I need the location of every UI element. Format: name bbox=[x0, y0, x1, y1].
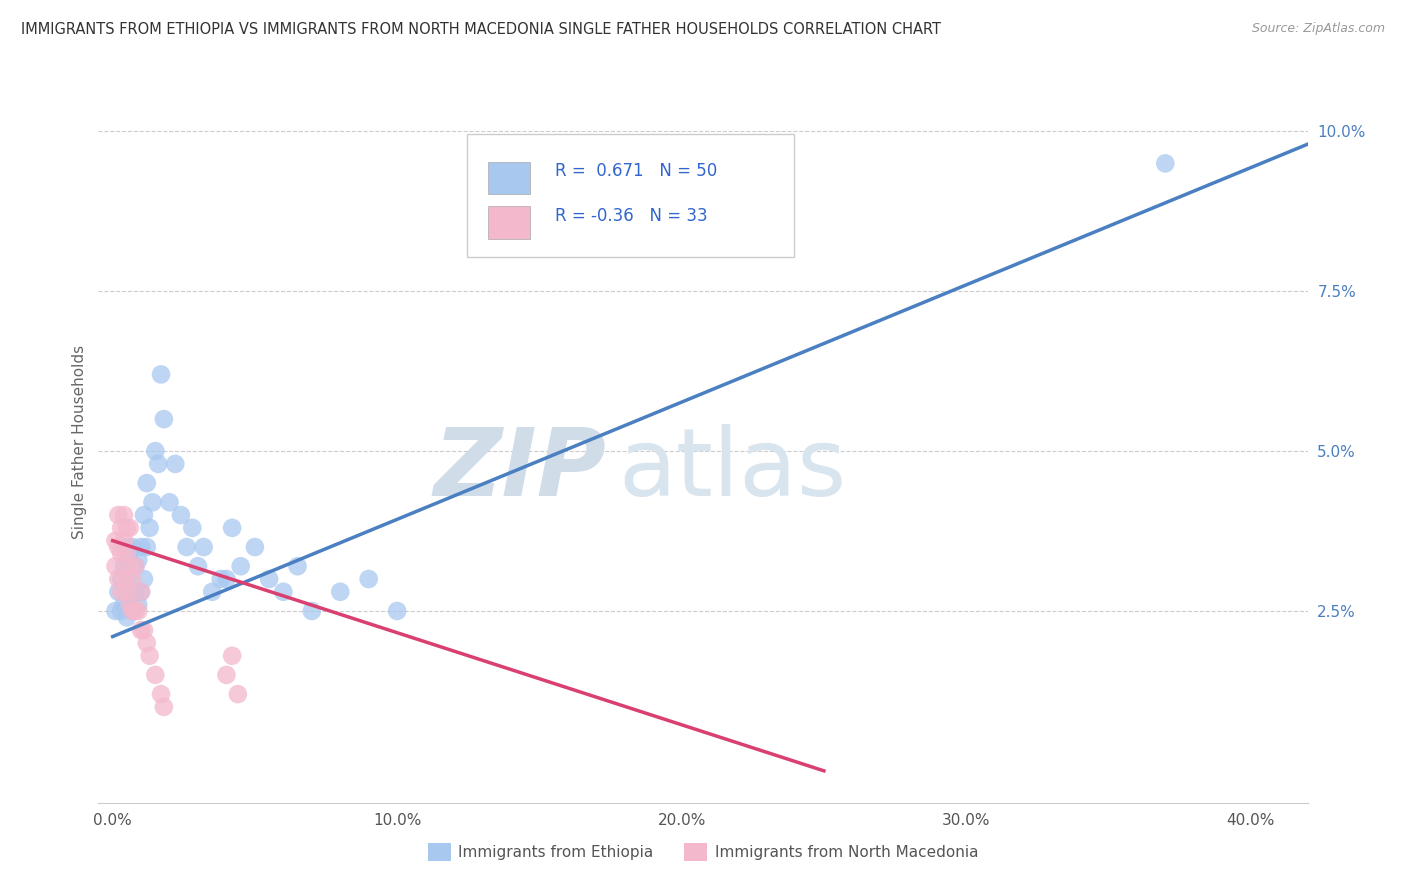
Point bbox=[138, 648, 160, 663]
Point bbox=[118, 559, 141, 574]
Point bbox=[112, 559, 135, 574]
Point bbox=[170, 508, 193, 522]
Text: R = -0.36   N = 33: R = -0.36 N = 33 bbox=[555, 207, 709, 225]
Point bbox=[132, 623, 155, 637]
Point bbox=[112, 533, 135, 548]
Point bbox=[115, 610, 138, 624]
Point bbox=[129, 623, 152, 637]
Point bbox=[115, 521, 138, 535]
Point bbox=[129, 584, 152, 599]
Point bbox=[107, 584, 129, 599]
Point bbox=[115, 572, 138, 586]
Point bbox=[121, 604, 143, 618]
Point bbox=[118, 521, 141, 535]
FancyBboxPatch shape bbox=[467, 135, 793, 257]
Point bbox=[143, 668, 166, 682]
Point bbox=[357, 572, 380, 586]
Point bbox=[132, 572, 155, 586]
Point bbox=[121, 604, 143, 618]
Point bbox=[221, 521, 243, 535]
Point bbox=[112, 598, 135, 612]
Point bbox=[115, 540, 138, 554]
Point bbox=[257, 572, 280, 586]
Point bbox=[124, 559, 146, 574]
Text: R =  0.671   N = 50: R = 0.671 N = 50 bbox=[555, 161, 717, 179]
Bar bbox=[488, 206, 530, 239]
Point bbox=[124, 559, 146, 574]
Legend: Immigrants from Ethiopia, Immigrants from North Macedonia: Immigrants from Ethiopia, Immigrants fro… bbox=[422, 837, 984, 867]
Point bbox=[127, 553, 149, 567]
Point bbox=[104, 533, 127, 548]
Point bbox=[135, 540, 157, 554]
Text: ZIP: ZIP bbox=[433, 425, 606, 516]
Text: IMMIGRANTS FROM ETHIOPIA VS IMMIGRANTS FROM NORTH MACEDONIA SINGLE FATHER HOUSEH: IMMIGRANTS FROM ETHIOPIA VS IMMIGRANTS F… bbox=[21, 22, 941, 37]
Point bbox=[110, 572, 132, 586]
Point bbox=[129, 584, 152, 599]
Point bbox=[124, 604, 146, 618]
Point bbox=[187, 559, 209, 574]
Point bbox=[110, 584, 132, 599]
Point bbox=[110, 604, 132, 618]
Text: atlas: atlas bbox=[619, 425, 846, 516]
Point bbox=[287, 559, 309, 574]
Y-axis label: Single Father Households: Single Father Households bbox=[72, 344, 87, 539]
Point bbox=[104, 604, 127, 618]
Point bbox=[138, 521, 160, 535]
Point bbox=[229, 559, 252, 574]
Point bbox=[110, 546, 132, 560]
Bar bbox=[488, 161, 530, 194]
Point bbox=[1154, 156, 1177, 170]
Point bbox=[104, 559, 127, 574]
Point bbox=[209, 572, 232, 586]
Point bbox=[107, 572, 129, 586]
Point bbox=[226, 687, 249, 701]
Point bbox=[215, 668, 238, 682]
Point bbox=[135, 476, 157, 491]
Point bbox=[121, 540, 143, 554]
Point bbox=[193, 540, 215, 554]
Point bbox=[273, 584, 295, 599]
Point bbox=[112, 572, 135, 586]
Point bbox=[121, 572, 143, 586]
Point bbox=[124, 584, 146, 599]
Point bbox=[201, 584, 224, 599]
Point bbox=[127, 604, 149, 618]
Point bbox=[118, 553, 141, 567]
Point bbox=[215, 572, 238, 586]
Point bbox=[150, 368, 173, 382]
Point bbox=[221, 648, 243, 663]
Point bbox=[118, 591, 141, 606]
Point bbox=[127, 598, 149, 612]
Point bbox=[129, 540, 152, 554]
Point bbox=[146, 457, 169, 471]
Point bbox=[385, 604, 408, 618]
Point bbox=[176, 540, 198, 554]
Point bbox=[329, 584, 352, 599]
Point bbox=[150, 687, 173, 701]
Point bbox=[159, 495, 181, 509]
Point bbox=[153, 699, 176, 714]
Point bbox=[165, 457, 187, 471]
Point bbox=[132, 508, 155, 522]
Point bbox=[118, 598, 141, 612]
Point bbox=[181, 521, 204, 535]
Point bbox=[153, 412, 176, 426]
Text: Source: ZipAtlas.com: Source: ZipAtlas.com bbox=[1251, 22, 1385, 36]
Point bbox=[115, 584, 138, 599]
Point bbox=[143, 444, 166, 458]
Point bbox=[135, 636, 157, 650]
Point bbox=[243, 540, 266, 554]
Point bbox=[107, 540, 129, 554]
Point bbox=[301, 604, 323, 618]
Point bbox=[115, 546, 138, 560]
Point bbox=[107, 508, 129, 522]
Point bbox=[141, 495, 163, 509]
Point bbox=[110, 521, 132, 535]
Point bbox=[112, 508, 135, 522]
